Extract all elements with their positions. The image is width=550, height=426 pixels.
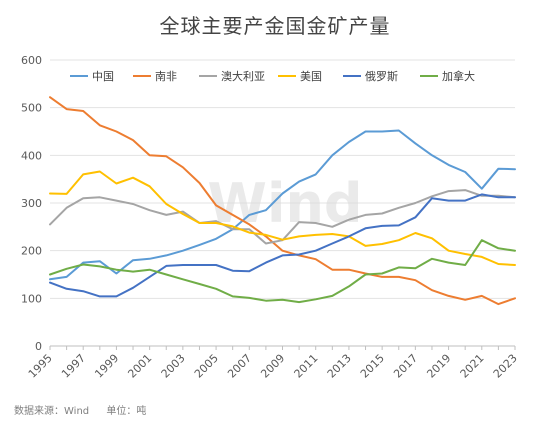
x-tick-label: 1995	[26, 352, 55, 381]
legend-item: 澳大利亚	[199, 69, 265, 83]
x-tick-label: 2017	[391, 352, 420, 381]
legend-label: 美国	[300, 70, 322, 83]
x-tick-label: 2023	[491, 352, 520, 381]
y-tick-label: 400	[21, 149, 42, 162]
x-tick-label: 2013	[325, 352, 354, 381]
series-line-1	[49, 96, 516, 306]
x-tick-label: 1997	[59, 352, 88, 381]
x-tick-label: 2011	[292, 352, 321, 381]
legend: 中国 南非 澳大利亚 美国 俄罗斯 加拿大	[70, 69, 475, 83]
legend-label: 南非	[155, 70, 177, 83]
y-tick-label: 300	[21, 197, 42, 210]
series-line-3	[49, 170, 516, 266]
y-tick-label: 200	[21, 245, 42, 258]
legend-item: 南非	[133, 70, 177, 83]
legend-item: 加拿大	[420, 69, 475, 83]
series-lines	[49, 96, 516, 306]
x-tick-label: 2015	[358, 352, 387, 381]
legend-item: 中国	[70, 70, 114, 83]
x-tick-label: 2003	[159, 352, 188, 381]
x-tick-label: 1999	[92, 352, 121, 381]
chart-title: 全球主要产金国金矿产量	[159, 14, 391, 38]
y-tick-label: 0	[35, 340, 42, 353]
x-tick-label: 2021	[458, 352, 487, 381]
y-tick-label: 500	[21, 102, 42, 115]
series-line-4	[49, 193, 516, 298]
legend-item: 美国	[278, 70, 322, 83]
legend-label: 澳大利亚	[221, 69, 265, 83]
x-tick-label: 2007	[225, 352, 254, 381]
series-line-5	[49, 239, 516, 304]
source-note: 数据来源：Wind	[14, 406, 90, 417]
x-tick-label: 2005	[192, 352, 221, 381]
legend-label: 加拿大	[442, 69, 475, 83]
y-tick-label: 600	[21, 54, 42, 67]
legend-item: 俄罗斯	[343, 70, 398, 83]
series-line-0	[49, 129, 516, 281]
footer: 数据来源：Wind 单位：吨	[14, 402, 160, 417]
y-tick-label: 100	[21, 292, 42, 305]
legend-label: 中国	[92, 70, 114, 83]
unit-note: 单位：吨	[106, 406, 147, 417]
x-tick-label: 2019	[424, 352, 453, 381]
x-tick-label: 2001	[125, 352, 154, 381]
legend-label: 俄罗斯	[365, 70, 398, 83]
x-tick-label: 2009	[258, 352, 287, 381]
